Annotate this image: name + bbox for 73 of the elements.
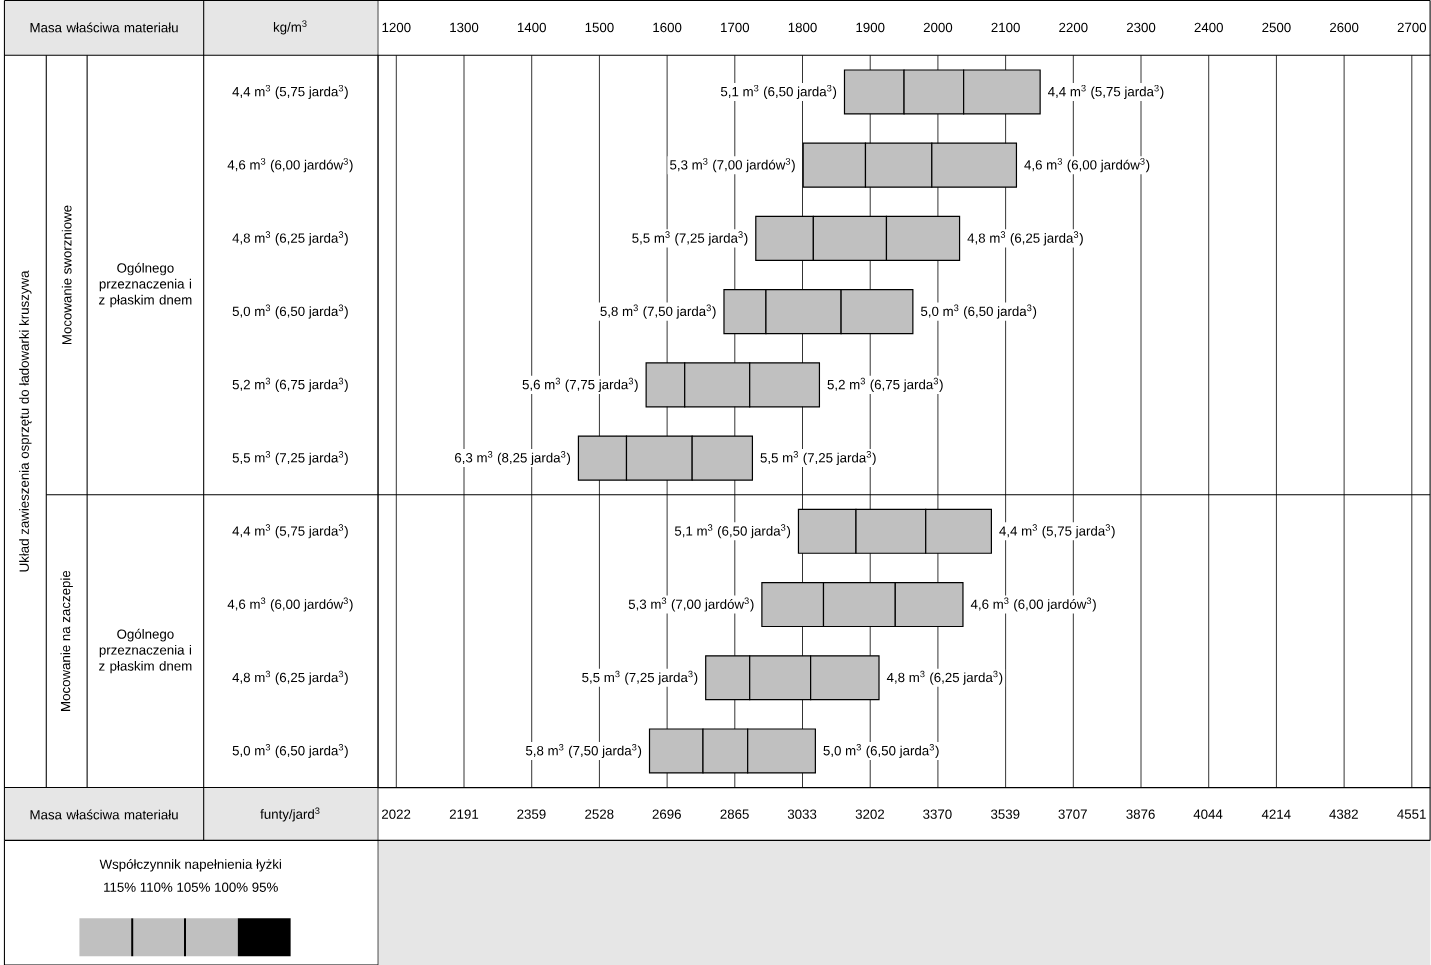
annotation: 5,1 m$^{3}$ (6,50 jarda$^{3}$) [720, 84, 837, 99]
text: Masa właściwa materiału [30, 809, 178, 820]
text: Mocowanie na zaczepie [60, 570, 73, 711]
x2-tick-label: 2359 [517, 809, 546, 819]
x-tick-label: 1800 [788, 22, 817, 32]
x2-tick-label: 3370 [923, 809, 952, 819]
x2-tick-label: 2191 [449, 809, 479, 819]
y-tick-label: 5,0 m$^{3}$ (6,50 jarda$^{3}$) [232, 304, 348, 319]
annotation: 5,0 m$^{3}$ (6,50 jarda$^{3}$) [920, 304, 1037, 319]
x-tick-label: 1300 [450, 22, 479, 32]
x-axis-title: kg/m$^{3}$ [273, 20, 307, 35]
x-tick-label: 1600 [653, 22, 682, 32]
text: Mocowanie sworzniowe [61, 205, 72, 344]
x-tick-label: 2500 [1262, 22, 1291, 32]
x2-tick-label: 4551 [1397, 809, 1426, 819]
x2-tick-label: 2528 [585, 809, 614, 819]
x-tick-label: 1500 [585, 22, 614, 32]
x2-tick-label: 3707 [1058, 809, 1087, 819]
annotation: 4,6 m$^{3}$ (6,00 jardów$^{3}$) [970, 597, 1096, 612]
x-tick-label: 2000 [923, 22, 953, 32]
annotation: 6,3 m$^{3}$ (8,25 jarda$^{3}$) [455, 450, 571, 465]
y-tick-label: 4,8 m$^{3}$ (6,25 jarda$^{3}$) [232, 670, 348, 685]
annotation: 5,2 m$^{3}$ (6,75 jarda$^{3}$) [827, 377, 943, 392]
legend-title: Współczynnik napełnienia łyżki [99, 858, 281, 872]
y-tick-label: 4,6 m$^{3}$ (6,00 jardów$^{3}$) [227, 157, 353, 172]
x-tick-label: 1400 [517, 22, 546, 32]
annotation: 4,4 m$^{3}$ (5,75 jarda$^{3}$) [999, 524, 1115, 539]
x2-axis-title: funty/jard$^{3}$ [260, 807, 320, 822]
annotation: 5,0 m$^{3}$ (6,50 jarda$^{3}$) [823, 743, 939, 758]
x-tick-label: 1900 [856, 22, 885, 32]
annotation: 5,8 m$^{3}$ (7,50 jarda$^{3}$) [600, 304, 716, 319]
annotation: 5,5 m$^{3}$ (7,25 jarda$^{3}$) [582, 670, 698, 685]
x2-tick-label: 4044 [1193, 809, 1223, 819]
text: Układ zawieszenia osprzętu do ładowarki kruszywa [19, 270, 32, 572]
x2-tick-label: 3033 [787, 809, 817, 819]
annotation: 5,3 m$^{3}$ (7,00 jardów$^{3}$) [628, 597, 754, 612]
x2-tick-label: 4214 [1261, 809, 1291, 819]
y-tick-label: 4,6 m$^{3}$ (6,00 jardów$^{3}$) [227, 597, 353, 612]
x2-tick-label: 2865 [720, 809, 749, 819]
x2-tick-label: 3202 [855, 809, 885, 819]
x-tick-label: 2200 [1059, 22, 1088, 32]
annotation: 5,5 m$^{3}$ (7,25 jarda$^{3}$) [632, 231, 748, 246]
x2-tick-label: 4382 [1329, 809, 1358, 819]
y-tick-label: 4,4 m$^{3}$ (5,75 jarda$^{3}$) [232, 84, 348, 99]
x-tick-label: 2400 [1194, 22, 1223, 32]
text: Ogólnego przeznaczenia i z płaskim dnem [99, 628, 192, 674]
x-tick-label: 2100 [991, 22, 1020, 32]
annotation: 4,6 m$^{3}$ (6,00 jardów$^{3}$) [1024, 157, 1150, 172]
x-tick-label: 2300 [1126, 22, 1156, 32]
y-tick-label: 5,2 m$^{3}$ (6,75 jarda$^{3}$) [232, 377, 348, 392]
annotation: 5,5 m$^{3}$ (7,25 jarda$^{3}$) [760, 450, 876, 465]
x2-tick-label: 2022 [381, 809, 411, 819]
annotation: 4,8 m$^{3}$ (6,25 jarda$^{3}$) [886, 670, 1003, 685]
annotation: 5,1 m$^{3}$ (6,50 jarda$^{3}$) [674, 524, 791, 539]
x2-tick-label: 3876 [1126, 809, 1155, 819]
text: 115% 110% 105% 100% 95% [104, 882, 278, 892]
x2-tick-label: 2696 [652, 809, 681, 819]
y-tick-label: 5,0 m$^{3}$ (6,50 jarda$^{3}$) [232, 743, 348, 758]
annotation: 4,8 m$^{3}$ (6,25 jarda$^{3}$) [967, 231, 1083, 246]
text: Masa właściwa materiału [30, 22, 178, 33]
x-tick-label: 1200 [382, 22, 411, 32]
x2-tick-label: 3539 [990, 809, 1020, 819]
annotation: 5,8 m$^{3}$ (7,50 jarda$^{3}$) [525, 743, 642, 758]
y-tick-label: 4,4 m$^{3}$ (5,75 jarda$^{3}$) [232, 524, 348, 539]
x-tick-label: 1700 [721, 22, 750, 32]
annotation: 5,6 m$^{3}$ (7,75 jarda$^{3}$) [522, 377, 638, 392]
y-tick-label: 4,8 m$^{3}$ (6,25 jarda$^{3}$) [232, 231, 348, 246]
x-tick-label: 2600 [1330, 22, 1359, 32]
annotation: 5,3 m$^{3}$ (7,00 jardów$^{3}$) [670, 157, 795, 172]
text: Ogólnego przeznaczenia i z płaskim dnem [99, 262, 192, 307]
x-tick-label: 2700 [1397, 22, 1427, 32]
y-tick-label: 5,5 m$^{3}$ (7,25 jarda$^{3}$) [232, 450, 348, 465]
annotation: 4,4 m$^{3}$ (5,75 jarda$^{3}$) [1048, 84, 1164, 99]
